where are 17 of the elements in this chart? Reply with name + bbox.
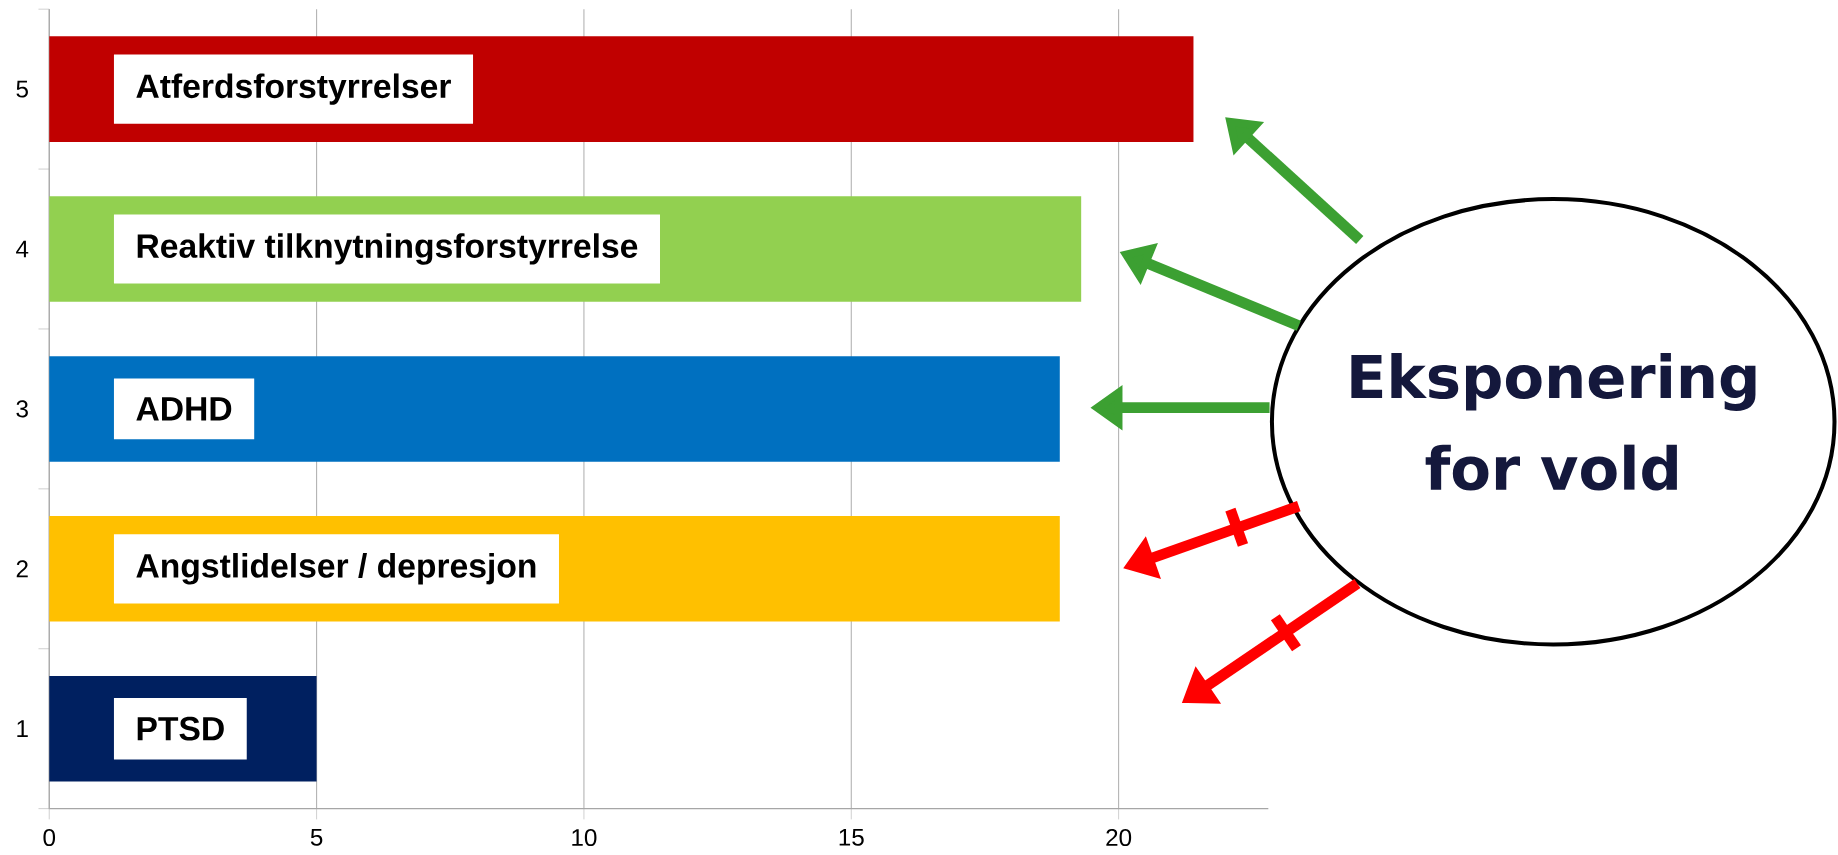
annotation: Reaktiv tilknytningsforstyrrelse	[137, 233, 638, 265]
bar	[49, 356, 1060, 462]
y-tick-label: 3	[16, 400, 28, 418]
x-tick-label: 0	[43, 828, 56, 847]
annotation: Angstlidelser / depresjon	[136, 553, 536, 585]
y-tick-label: 4	[16, 240, 29, 258]
y-tick-label: 1	[17, 720, 28, 738]
x-tick-label: 10	[572, 828, 597, 847]
x-tick-label: 15	[839, 828, 864, 846]
text: Eksponering for vold	[1351, 353, 1756, 491]
y-tick-label: 5	[16, 80, 28, 98]
x-tick-label: 5	[310, 828, 323, 846]
x-tick-label: 20	[1106, 828, 1132, 847]
annotation: PTSD	[137, 716, 224, 741]
y-tick-label: 2	[16, 560, 28, 578]
annotation: Atferdsforstyrrelser	[136, 73, 451, 105]
annotation: ADHD	[136, 397, 232, 421]
